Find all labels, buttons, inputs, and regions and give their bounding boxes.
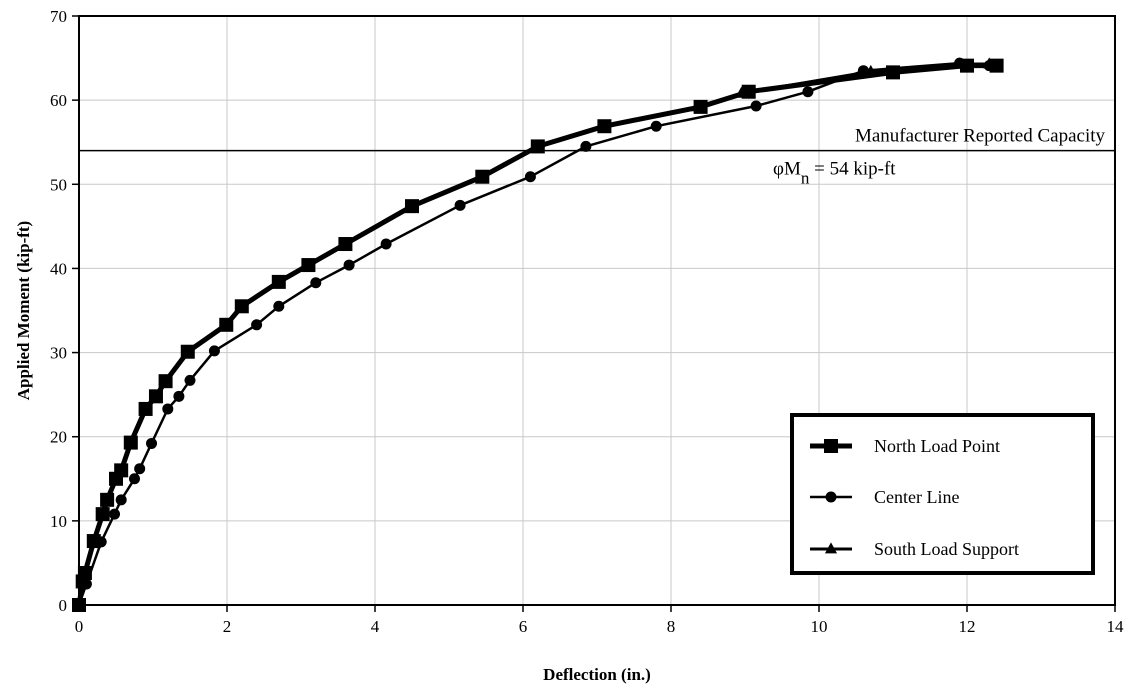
data-point-circle	[146, 437, 158, 449]
legend-label: Center Line	[874, 487, 959, 507]
data-point-circle	[825, 491, 837, 503]
x-tick-label: 14	[1107, 617, 1125, 636]
data-point-circle	[454, 199, 466, 211]
capacity-annotation-title: Manufacturer Reported Capacity	[855, 126, 1106, 147]
data-point-square	[405, 199, 419, 214]
data-point-square	[886, 65, 900, 80]
data-point-square	[693, 99, 708, 114]
y-tick-label: 60	[50, 91, 67, 110]
data-point-circle	[273, 300, 285, 312]
data-point-square	[960, 58, 974, 73]
legend-item-north-load-point: North Load Point	[810, 436, 1000, 456]
x-axis-title: Deflection (in.)	[543, 665, 651, 684]
data-point-circle	[343, 259, 355, 271]
legend-label: South Load Support	[874, 539, 1019, 559]
data-point-square	[597, 119, 612, 134]
data-point-square	[338, 237, 353, 252]
data-point-circle	[580, 140, 592, 152]
y-tick-label: 0	[59, 596, 68, 615]
capacity-value: = 54 kip-ft	[809, 159, 896, 180]
data-point-square	[158, 374, 173, 389]
data-point-square	[138, 401, 153, 416]
data-point-square	[301, 258, 316, 273]
data-point-circle	[129, 473, 140, 485]
data-point-circle	[310, 277, 322, 289]
data-point-square	[114, 463, 129, 478]
data-point-circle	[184, 374, 196, 386]
subscript-n: n	[801, 169, 810, 188]
x-tick-label: 0	[75, 617, 84, 636]
y-tick-label: 30	[50, 344, 67, 363]
x-tick-label: 2	[223, 617, 232, 636]
data-point-circle	[650, 120, 662, 132]
data-point-square	[219, 317, 234, 332]
x-tick-label: 4	[371, 617, 380, 636]
series-north-load-point	[72, 58, 1004, 612]
data-point-circle	[208, 345, 220, 357]
legend-item-center-line: Center Line	[810, 487, 959, 507]
capacity-annotation-value: φMn = 54 kip-ft	[773, 159, 896, 188]
y-tick-label: 10	[50, 512, 67, 531]
data-point-circle	[524, 171, 536, 183]
legend-label: North Load Point	[874, 436, 1000, 456]
legend: North Load Point Center Line South Load Su…	[790, 413, 1095, 575]
data-point-square	[123, 435, 138, 450]
phi-m-label: φM	[773, 159, 801, 180]
data-point-square	[530, 139, 545, 154]
y-tick-label: 50	[50, 175, 67, 194]
data-point-circle	[750, 100, 762, 112]
y-tick-label: 40	[50, 259, 67, 278]
data-point-triangle	[824, 542, 838, 554]
data-point-square	[77, 566, 92, 581]
x-tick-label: 12	[959, 617, 976, 636]
axis-ticks: 0 2 4 6 8 10 12 14 0 10 20 30 40 50 60 70	[50, 7, 1124, 636]
data-point-circle	[115, 494, 127, 506]
data-point-square	[271, 274, 286, 289]
y-tick-label: 20	[50, 428, 67, 447]
data-point-square	[475, 169, 490, 184]
data-point-circle	[380, 238, 392, 250]
data-point-square	[741, 84, 756, 99]
data-point-square	[989, 58, 1004, 73]
legend-box	[790, 413, 1095, 575]
legend-item-south-load-support: South Load Support	[810, 539, 1019, 559]
data-point-circle	[134, 463, 146, 475]
data-point-square	[180, 344, 195, 359]
x-tick-label: 8	[667, 617, 676, 636]
y-tick-label: 70	[50, 7, 67, 26]
data-point-circle	[162, 403, 174, 415]
data-point-square	[824, 439, 838, 453]
data-point-square	[86, 534, 101, 549]
data-point-circle	[173, 390, 185, 402]
data-point-square	[234, 299, 249, 314]
y-axis-title: Applied Moment (kip-ft)	[14, 221, 33, 400]
data-point-circle	[802, 86, 814, 98]
data-series	[72, 57, 1004, 612]
plot-area-frame	[78, 15, 1116, 606]
x-tick-label: 10	[811, 617, 828, 636]
x-tick-label: 6	[519, 617, 528, 636]
data-point-square	[148, 389, 163, 404]
data-point-square	[95, 507, 110, 522]
data-point-circle	[109, 508, 121, 520]
data-point-square	[100, 492, 115, 507]
data-point-circle	[251, 319, 263, 331]
